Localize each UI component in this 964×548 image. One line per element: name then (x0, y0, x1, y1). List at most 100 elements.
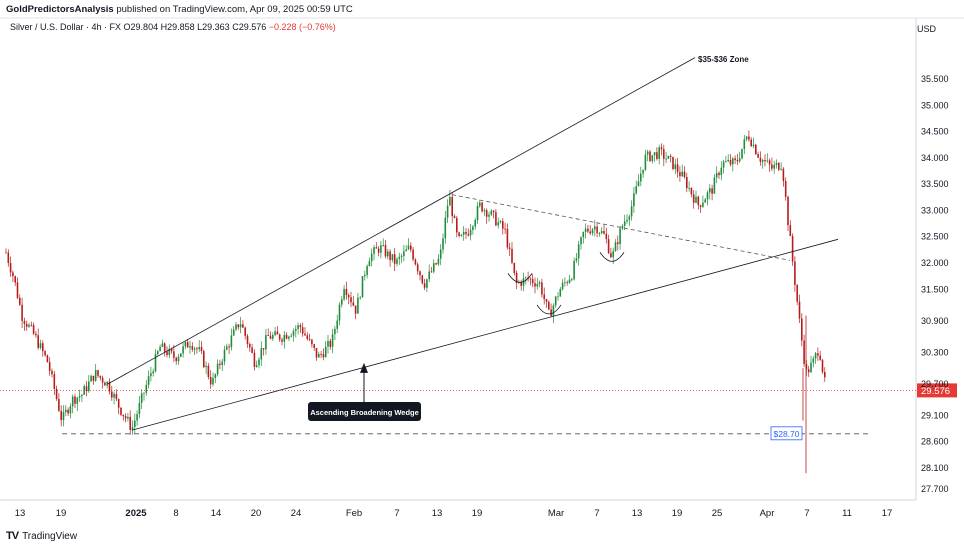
candle-body (391, 254, 394, 261)
candle-body (485, 210, 488, 217)
candle-body (276, 331, 279, 335)
candle-body (384, 244, 387, 257)
candle-body (389, 251, 391, 261)
candle-body (334, 328, 336, 335)
candle-body (722, 161, 725, 168)
candle-body (437, 258, 440, 265)
candle-body (152, 371, 154, 374)
time-axis[interactable]: 13 19 2025 8 14 20 24 Feb 7 13 19 Mar 7 13 19 25 Apr 7 11 1… (15, 508, 893, 519)
x-tick-label: 13 (632, 508, 643, 519)
candle-body (458, 232, 460, 236)
candle-body (515, 272, 518, 283)
candle-body (610, 252, 612, 258)
y-tick-label: 34.500 (921, 127, 949, 137)
candle-body (120, 407, 122, 415)
candle-body (525, 277, 527, 279)
candle-body (157, 351, 159, 355)
candle-body (25, 323, 28, 327)
candle-body (633, 193, 635, 207)
candle-body (212, 377, 214, 385)
candle-body (147, 376, 150, 385)
candle-body (564, 282, 566, 284)
candle-body (216, 363, 219, 375)
candle-body (21, 304, 23, 321)
candle-body (752, 144, 755, 147)
candle-body (681, 171, 683, 177)
candle-body (534, 283, 536, 287)
candle-body (35, 333, 37, 336)
candle-body (39, 343, 42, 348)
candle-body (672, 156, 674, 169)
candle-body (573, 260, 575, 280)
candle-body (451, 196, 453, 217)
candle-body (814, 353, 817, 359)
candle-body (430, 271, 433, 273)
candle-body (725, 161, 727, 163)
candle-body (285, 334, 288, 339)
candle-body (267, 335, 269, 336)
candle-body (720, 167, 723, 176)
candle-body (582, 231, 585, 238)
candle-body (732, 158, 734, 165)
candle-body (817, 353, 819, 356)
candle-body (380, 245, 382, 253)
candle-body (205, 365, 207, 368)
candle-body (327, 340, 329, 347)
drawings-group: Ascending Broadening Wedge $35-$36 Zone $2… (0, 55, 957, 441)
candle-body (297, 325, 299, 329)
candle-body (359, 297, 361, 299)
candle-body (357, 297, 359, 314)
currency-label[interactable]: USD (917, 24, 937, 34)
candle-body (203, 351, 205, 368)
candle-body (92, 375, 95, 381)
candle-body (646, 151, 649, 155)
candle-body (23, 320, 26, 324)
x-tick-label: 7 (804, 508, 809, 519)
candle-body (594, 226, 596, 230)
candle-body (304, 333, 306, 336)
candle-body (180, 353, 182, 357)
candle-body (104, 382, 106, 386)
candle-body (688, 187, 690, 189)
candle-body (559, 289, 562, 297)
candle-body (258, 359, 260, 366)
candle-body (219, 363, 221, 366)
candle-body (755, 144, 757, 155)
candle-body (226, 346, 228, 350)
candle-body (343, 288, 345, 300)
candle-body (766, 160, 769, 162)
x-tick-label: 19 (56, 508, 67, 519)
candle-body (373, 247, 375, 254)
candle-body (557, 296, 559, 298)
candle-body (504, 228, 506, 230)
change-value: −0.228 (−0.76%) (268, 22, 336, 32)
candle-body (161, 343, 164, 347)
candle-body (134, 420, 136, 428)
candle-body (131, 427, 134, 430)
candle-body (419, 271, 421, 276)
candle-body (798, 301, 801, 319)
candle-body (745, 136, 748, 140)
candle-body (71, 396, 74, 407)
candle-body (801, 318, 803, 341)
support-label-text: $28.70 (774, 429, 800, 439)
candle-body (640, 173, 642, 182)
price-axis[interactable]: 35.500 35.000 34.500 34.000 33.500 33.000 32.5… (921, 74, 949, 494)
candle-body (456, 217, 458, 233)
candle-body (200, 347, 203, 352)
candle-body (748, 136, 750, 140)
tradingview-brand[interactable]: TV TradingView (6, 530, 77, 542)
candle-body (324, 346, 327, 358)
last-price-tag (917, 383, 957, 398)
candle-body (538, 282, 541, 284)
candle-body (778, 162, 780, 170)
candle-body (580, 237, 582, 245)
symbol-name[interactable]: Silver / U.S. Dollar · 4h · FX (10, 22, 122, 32)
candle-body (117, 399, 120, 408)
candle-body (329, 340, 332, 347)
candle-body (150, 373, 152, 377)
candle-body (467, 233, 470, 236)
candle-body (235, 324, 237, 330)
candle-body (492, 210, 495, 213)
